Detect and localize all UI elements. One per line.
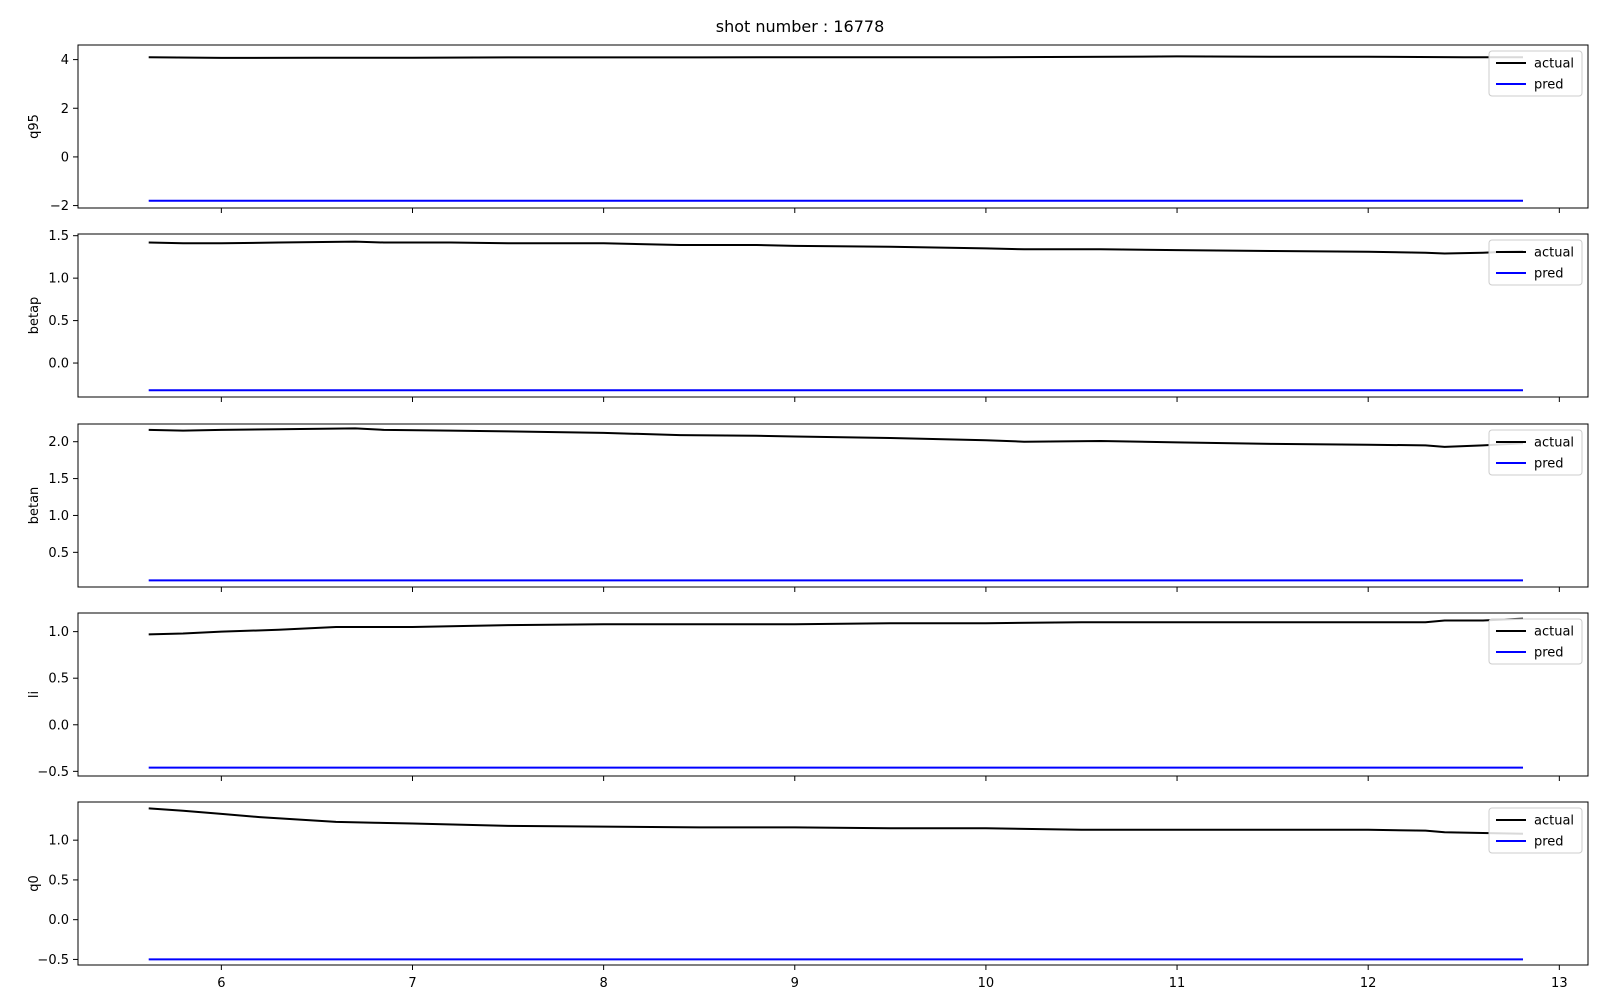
subplot-betap: 0.0 0.5 1.0 1.5 betap actual pred bbox=[27, 229, 1589, 402]
y-tick-label: −0.5 bbox=[37, 765, 69, 780]
y-axis-label: q95 bbox=[27, 114, 42, 139]
x-tick-label: 8 bbox=[599, 976, 607, 991]
x-tick-label: 12 bbox=[1360, 976, 1377, 991]
y-tick-label: 4 bbox=[61, 53, 69, 68]
y-tick-label: 0.5 bbox=[48, 546, 69, 561]
legend-label-actual: actual bbox=[1534, 57, 1574, 72]
legend-label-actual: actual bbox=[1534, 436, 1574, 451]
x-tick-label: 7 bbox=[408, 976, 416, 991]
y-tick-label: 1.0 bbox=[48, 509, 69, 524]
y-tick-label: 0.0 bbox=[48, 718, 69, 733]
series-line-actual bbox=[148, 55, 1523, 59]
y-axis-label: q0 bbox=[27, 875, 42, 892]
legend: actual pred bbox=[1488, 618, 1583, 665]
x-tick-label: 11 bbox=[1169, 976, 1186, 991]
y-tick-label: 1.0 bbox=[48, 834, 69, 849]
subplot-betan: 0.5 1.0 1.5 2.0 betan actual pred bbox=[27, 423, 1589, 592]
legend-label-pred: pred bbox=[1534, 267, 1564, 282]
x-tick-label: 13 bbox=[1551, 976, 1568, 991]
x-tick-label: 10 bbox=[978, 976, 995, 991]
legend: actual pred bbox=[1488, 429, 1583, 476]
legend-label-pred: pred bbox=[1534, 78, 1564, 93]
series-line-actual bbox=[148, 807, 1524, 835]
y-tick-label: 1.0 bbox=[48, 272, 69, 287]
y-axis-label: li bbox=[27, 691, 42, 698]
y-axis-label: betan bbox=[27, 487, 42, 525]
subplot-stack: −2 0 2 4 q95 actual pred 0.0 0.5 1.0 1.5 betap actua… bbox=[27, 44, 1589, 991]
y-tick-label: 0 bbox=[61, 150, 69, 165]
axes-frame bbox=[77, 612, 1589, 777]
legend-label-pred: pred bbox=[1534, 646, 1564, 661]
subplot-q95: −2 0 2 4 q95 actual pred bbox=[27, 44, 1589, 214]
figure-title: shot number : 16778 bbox=[716, 17, 885, 36]
y-tick-label: 1.5 bbox=[48, 229, 69, 244]
y-tick-label: 0.0 bbox=[48, 913, 69, 928]
series-line-actual bbox=[148, 427, 1524, 448]
y-tick-label: 2.0 bbox=[48, 435, 69, 450]
y-tick-label: 0.0 bbox=[48, 357, 69, 372]
axes-frame bbox=[77, 423, 1589, 588]
y-tick-label: 0.5 bbox=[48, 672, 69, 687]
axes-frame bbox=[77, 801, 1589, 966]
y-tick-label: 0.5 bbox=[48, 873, 69, 888]
axes-frame bbox=[77, 233, 1589, 398]
legend-label-actual: actual bbox=[1534, 814, 1574, 829]
subplot-q0: −0.5 0.0 0.5 1.0 6 7 8 9 10 11 12 13 q0 actual pred bbox=[27, 801, 1589, 991]
y-tick-label: 1.0 bbox=[48, 625, 69, 640]
legend-label-actual: actual bbox=[1534, 246, 1574, 261]
legend-label-pred: pred bbox=[1534, 835, 1564, 850]
axes-frame bbox=[77, 44, 1589, 209]
subplot-li: −0.5 0.0 0.5 1.0 li actual pred bbox=[27, 612, 1589, 781]
x-tick-label: 6 bbox=[217, 976, 225, 991]
y-tick-label: 1.5 bbox=[48, 472, 69, 487]
y-axis-label: betap bbox=[27, 297, 42, 335]
legend-label-actual: actual bbox=[1534, 625, 1574, 640]
y-tick-label: 2 bbox=[61, 102, 69, 117]
x-tick-label: 9 bbox=[791, 976, 799, 991]
y-tick-label: −0.5 bbox=[37, 953, 69, 968]
legend: actual pred bbox=[1488, 50, 1583, 97]
y-tick-label: 0.5 bbox=[48, 314, 69, 329]
series-line-actual bbox=[148, 240, 1524, 255]
legend: actual pred bbox=[1488, 239, 1583, 286]
series-line-actual bbox=[148, 617, 1524, 636]
legend-label-pred: pred bbox=[1534, 457, 1564, 472]
y-tick-label: −2 bbox=[50, 199, 69, 214]
legend: actual pred bbox=[1488, 807, 1583, 854]
